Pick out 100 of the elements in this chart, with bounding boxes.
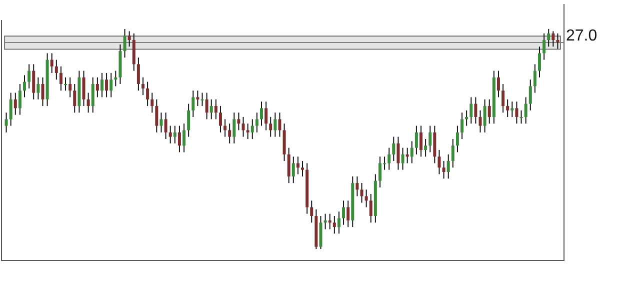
candlestick xyxy=(533,64,536,94)
candlestick xyxy=(214,98,218,120)
candlestick xyxy=(342,200,346,226)
candlestick xyxy=(470,96,473,124)
candlestick xyxy=(478,110,482,133)
candlestick xyxy=(54,59,58,80)
candlestick xyxy=(91,76,94,114)
candlestick xyxy=(488,98,491,124)
candlestick xyxy=(456,125,459,153)
candlestick xyxy=(128,30,131,48)
candlestick xyxy=(136,57,140,92)
candlestick xyxy=(155,98,158,133)
candlestick xyxy=(424,138,428,158)
candlestick xyxy=(556,32,560,50)
candlestick xyxy=(451,138,454,168)
candlestick xyxy=(260,101,263,126)
candlestick xyxy=(460,112,464,140)
candlestick xyxy=(41,76,44,106)
candlestick xyxy=(538,46,541,78)
candlestick xyxy=(506,98,510,118)
candlestick xyxy=(414,125,418,155)
candlestick xyxy=(542,32,546,60)
candlestick xyxy=(32,64,36,100)
candlestick xyxy=(255,112,258,133)
candlestick xyxy=(364,189,368,208)
candlestick xyxy=(228,123,232,144)
candlestick xyxy=(502,84,505,114)
candlestick xyxy=(18,84,22,116)
candlestick xyxy=(292,156,295,184)
candlestick xyxy=(160,112,163,133)
candlestick xyxy=(210,98,213,120)
candlestick xyxy=(196,90,200,106)
candlestick xyxy=(36,76,40,100)
candlestick xyxy=(552,30,555,48)
candlestick xyxy=(274,112,277,138)
candlestick xyxy=(310,200,314,224)
candlestick xyxy=(205,92,208,120)
candlestick xyxy=(4,112,8,133)
candlestick xyxy=(428,125,432,153)
candlestick xyxy=(73,84,76,114)
candlestick xyxy=(105,72,108,98)
text: 27.0 xyxy=(566,27,598,44)
candlestick xyxy=(388,147,391,170)
candlestick xyxy=(218,106,222,133)
candlestick xyxy=(123,28,126,58)
candlestick xyxy=(528,79,532,111)
candlestick xyxy=(110,72,113,98)
candlestick xyxy=(410,140,414,164)
candlestick xyxy=(301,160,304,177)
candlestick xyxy=(168,125,172,144)
candlestick xyxy=(483,98,486,133)
candlestick xyxy=(328,213,332,230)
candlestick xyxy=(356,176,359,197)
candlestick xyxy=(446,154,450,180)
candlestick xyxy=(296,156,300,175)
candlestick xyxy=(369,194,372,224)
candlestick xyxy=(9,92,12,126)
candlestick xyxy=(82,70,86,106)
candlestick xyxy=(182,123,186,153)
candlestick xyxy=(224,118,227,138)
candlestick xyxy=(232,112,236,144)
candlestick xyxy=(178,125,181,153)
candlestick xyxy=(86,92,90,114)
candlestick xyxy=(68,76,72,98)
candlestick xyxy=(406,147,409,164)
candlestick xyxy=(465,110,468,126)
candlestick xyxy=(173,125,176,144)
candlestick xyxy=(420,125,422,158)
candlestick xyxy=(496,70,500,98)
candlestick xyxy=(246,123,250,140)
candlestick xyxy=(520,110,523,124)
candlestick xyxy=(278,112,282,138)
candlestick xyxy=(200,92,204,106)
candlestick xyxy=(474,96,478,124)
candlestick xyxy=(337,211,340,234)
candlestick xyxy=(332,216,336,234)
candlestick xyxy=(250,118,254,140)
candlestick xyxy=(396,136,400,170)
candlestick xyxy=(242,116,245,138)
candlestick xyxy=(346,200,350,228)
candlestick xyxy=(324,213,327,230)
candlestick xyxy=(100,72,104,98)
candlestick xyxy=(164,112,168,140)
candlestick xyxy=(392,136,396,162)
candlestick xyxy=(401,147,404,170)
candlestick xyxy=(287,147,290,184)
candlestick xyxy=(146,81,150,106)
candlestick xyxy=(114,70,118,87)
candlestick xyxy=(187,103,190,138)
candlestick xyxy=(50,52,54,74)
candlestick xyxy=(524,96,528,124)
candlestick xyxy=(269,116,272,138)
candlestick xyxy=(142,76,144,96)
candlestick xyxy=(14,92,17,116)
candlestick xyxy=(515,101,518,124)
candlestick xyxy=(150,92,154,114)
candlestick xyxy=(510,101,514,118)
candlestick xyxy=(59,66,62,92)
candlestick xyxy=(64,76,68,92)
candlestick xyxy=(264,101,268,131)
